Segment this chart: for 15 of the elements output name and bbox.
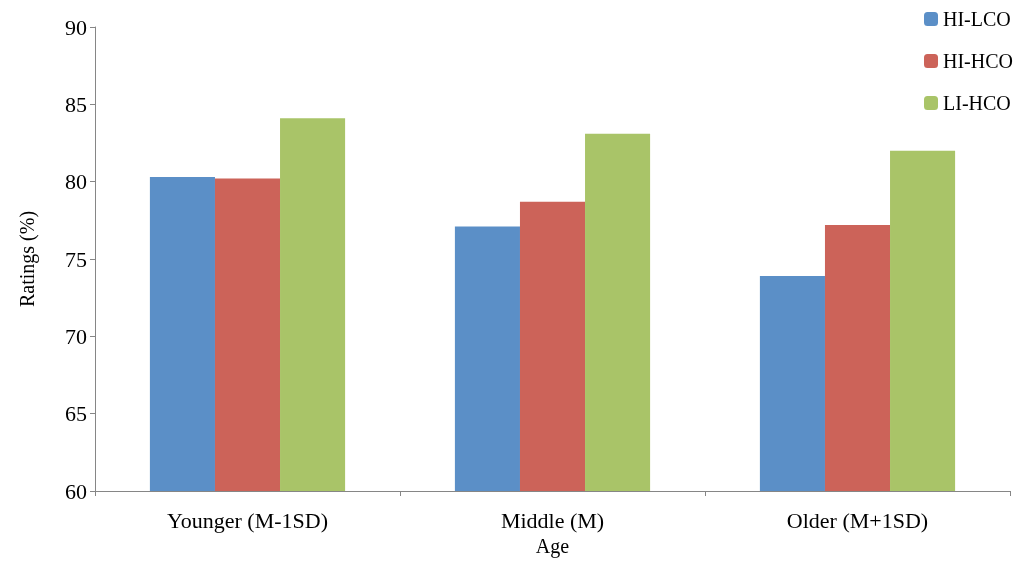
legend-label: HI-LCO	[943, 8, 1011, 30]
y-tick-label: 75	[65, 246, 87, 272]
y-tick-label: 85	[65, 91, 87, 117]
y-tick-label: 80	[65, 169, 87, 195]
y-tick-label: 90	[65, 14, 87, 40]
y-tick-label: 60	[65, 478, 87, 504]
x-axis-title: Age	[535, 534, 570, 558]
legend-label: LI-HCO	[943, 92, 1011, 114]
y-tick-label: 70	[65, 323, 87, 349]
x-tick-label: Older (M+1SD)	[786, 507, 929, 533]
x-tick-label: Middle (M)	[500, 507, 605, 533]
x-tick-label: Younger (M-1SD)	[167, 507, 328, 533]
y-tick-label: 65	[65, 401, 87, 427]
y-axis-title: Ratings (%)	[16, 210, 39, 308]
legend-label: HI-HCO	[943, 50, 1014, 72]
